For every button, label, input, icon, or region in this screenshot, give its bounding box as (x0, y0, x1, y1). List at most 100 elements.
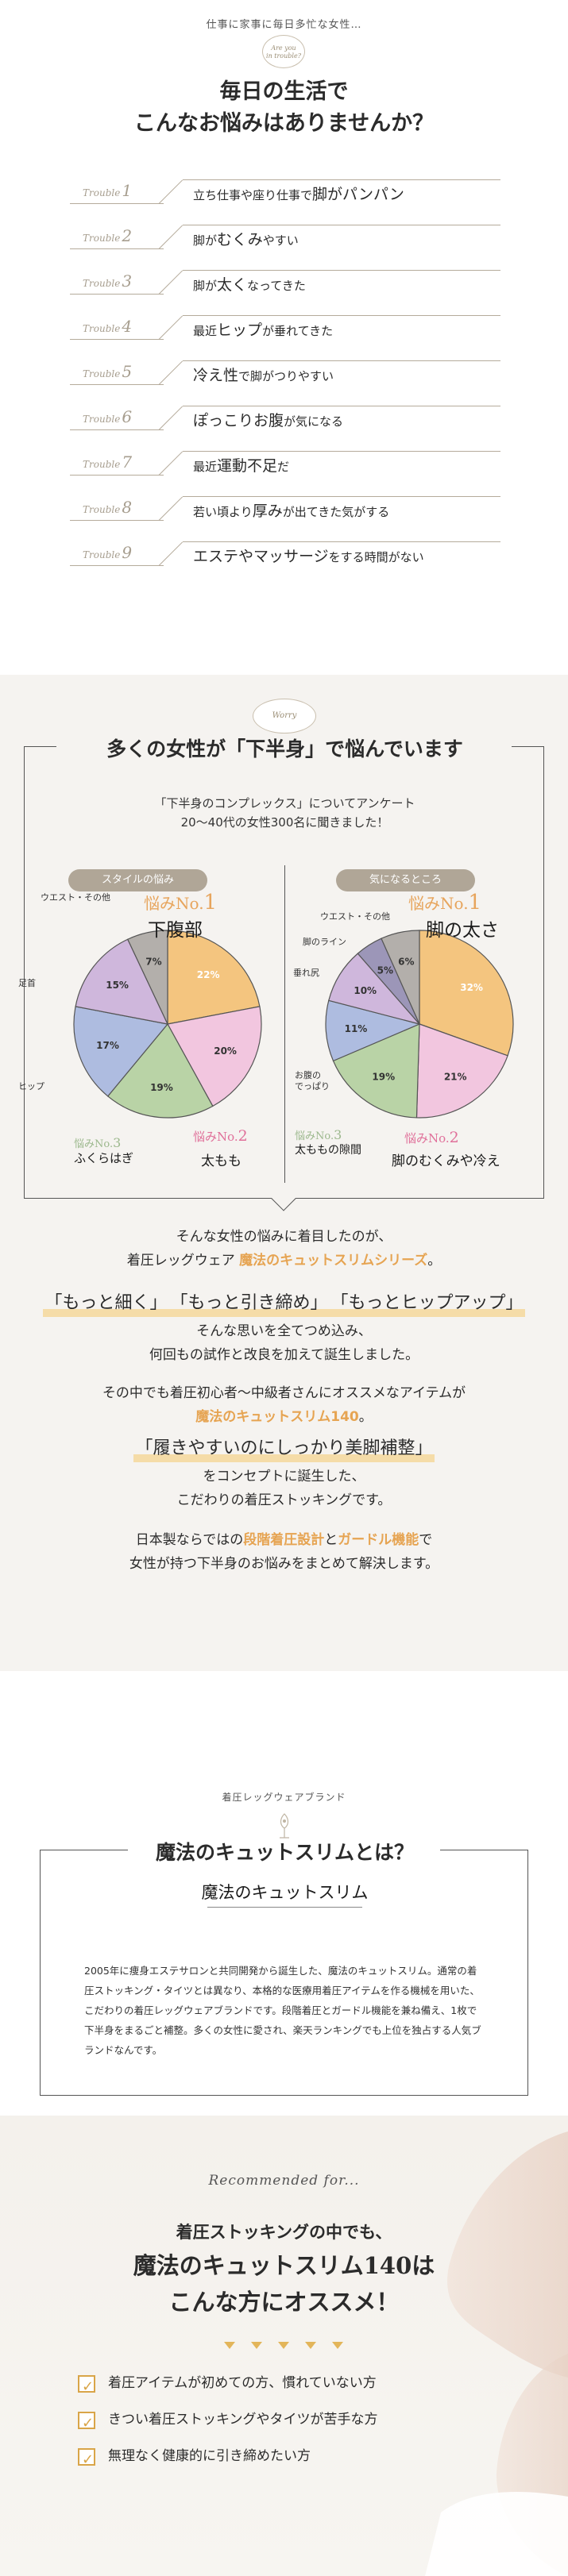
checkbox-icon: ✓ (78, 2412, 95, 2432)
trouble-text: ぽっこりお腹が気になる (193, 409, 343, 430)
trouble-topline (183, 451, 500, 452)
trouble-text: 最近ヒップが垂れてきた (193, 318, 333, 340)
lead-paragraph-3: その中でも着圧初心者～中級者さんにオススメなアイテムが 魔法のキュットスリム14… (0, 1381, 568, 1429)
recommend-arc-text: Recommended for... (208, 2173, 360, 2189)
trouble-underline (70, 203, 164, 204)
trouble-text-post: が出てきた気がする (282, 505, 390, 519)
feature-graduated-compression: 段階着圧設計 (243, 1532, 325, 1548)
brand-series-name: 魔法のキュットスリムシリーズ (239, 1253, 428, 1269)
trouble-divider-slash (158, 315, 184, 340)
concern-pie-value-label-0: 32% (460, 982, 483, 993)
product-name: 魔法のキュットスリム140 (195, 1409, 359, 1425)
trouble-text-emphasis: 冷え性 (193, 367, 239, 384)
left-outer-label-ankle: 足首 (18, 978, 36, 988)
lead-highlights: 「もっと細く」 「もっと引き締め」 「もっとヒップアップ」 (0, 1290, 568, 1317)
trouble-text-post: で脚がつりやすい (238, 369, 334, 383)
check-item: ✓ きつい着圧ストッキングやタイツが苦手な方 (78, 2408, 378, 2444)
lead-p4-line-1: をコンセプトに誕生した、 (203, 1469, 365, 1484)
concern-pie-value-label-1: 21% (444, 1071, 467, 1082)
trouble-list: Trouble 1 立ち仕事や座り仕事で脚がパンパン Trouble 2 脚がむくみ… (70, 167, 500, 574)
feature-girdle: ガードル機能 (338, 1532, 419, 1548)
trouble-divider-slash (158, 541, 184, 566)
trouble-label: Trouble 9 (70, 543, 157, 562)
lead-text: 。 (427, 1253, 442, 1269)
trouble-underline (70, 339, 164, 340)
trouble-text-emphasis: エステやマッサージ (193, 548, 329, 565)
trouble-text: 最近運動不足だ (193, 454, 289, 476)
lead-p2-line-1: そんな思いを全てつめ込み、 (196, 1323, 372, 1339)
left-outer-label-waist: ウエスト・その他 (41, 892, 110, 903)
trouble-label: Trouble 4 (70, 317, 157, 336)
rank-number: 2 (238, 1127, 248, 1145)
style-pie-value-label-5: 7% (145, 957, 161, 968)
trouble-item: Trouble 9 エステやマッサージをする時間がない (70, 529, 500, 574)
concern-pie-slice-1 (415, 1023, 508, 1119)
concern-pie-slice-6 (381, 930, 420, 1025)
trouble-divider-slash (158, 406, 184, 430)
trouble-item: Trouble 7 最近運動不足だ (70, 438, 500, 483)
box-notch (271, 1186, 296, 1211)
lead-paragraph-4: をコンセプトに誕生した、 こだわりの着圧ストッキングです。 (0, 1465, 568, 1512)
concern-pie-value-label-5: 5% (377, 965, 393, 976)
checkbox-icon: ✓ (78, 2375, 95, 2395)
trouble-text: 脚が太くなってきた (193, 273, 306, 295)
trouble-text-pre: 最近 (193, 460, 218, 474)
trouble-text-emphasis: 脚がパンパン (312, 186, 404, 203)
right-rank1-label: 脚の太さ (426, 920, 499, 941)
right-chart-pill: 気になるところ (336, 869, 475, 891)
survey-intro: 「下半身のコンプレックス」についてアンケート 20～40代の女性300名に聞きま… (25, 794, 545, 832)
trouble-divider-slash (158, 225, 184, 249)
trouble-label: Trouble 8 (70, 498, 157, 517)
brand-title: 魔法のキュットスリムとは？ (155, 1841, 414, 1864)
checkmark-icon: ✓ (82, 2378, 95, 2395)
trouble-arc-text: 仕事に家事に毎日多忙な女性… (206, 19, 362, 31)
survey-intro-line-2: 20～40代の女性300名に聞きました！ (180, 815, 389, 830)
trouble-divider-slash (158, 451, 184, 476)
lead-p2-line-2: 何回もの試作と改良を加えて誕生しました。 (149, 1347, 419, 1363)
style-pie-value-label-4: 15% (106, 980, 129, 991)
bubble-line-1: Are you (271, 44, 296, 52)
trouble-text-pre: 若い頃より (193, 505, 253, 519)
recommend-section: Recommended for... 着圧ストッキングの中でも、 魔法のキュット… (0, 2116, 568, 2576)
rank-number: 3 (334, 1127, 342, 1142)
highlight-tighter: 「もっと引き締め」 (168, 1290, 330, 1317)
lead-text: 日本製ならではの (135, 1532, 244, 1548)
trouble-title: 毎日の生活で こんなお悩みはありませんか？ (0, 76, 568, 140)
left-rank3-head: 悩みNo.3 (74, 1135, 121, 1150)
trouble-number: 2 (122, 226, 133, 245)
style-pie-value-label-0: 22% (197, 969, 220, 980)
right-rank2-head: 悩みNo.2 (404, 1129, 459, 1146)
right-rank3-head: 悩みNo.3 (295, 1127, 342, 1142)
right-rank3-label: 太ももの隙間 (295, 1144, 361, 1157)
style-pie-value-label-2: 19% (150, 1082, 173, 1093)
trouble-title-line-1: 毎日の生活で (219, 79, 349, 104)
trouble-underline (70, 475, 164, 476)
trouble-text-pre: 最近 (193, 324, 218, 338)
rank-word: 悩みNo. (295, 1130, 334, 1142)
brand-box: 魔法のキュットスリムとは？ 魔法のキュットスリム 2005年に痩身エステサロンと… (40, 1841, 528, 2096)
trouble-item: Trouble 4 最近ヒップが垂れてきた (70, 302, 500, 348)
trouble-text-pre: 立ち仕事や座り仕事で (193, 188, 313, 202)
trouble-label: Trouble 5 (70, 362, 157, 381)
recommend-title-line-2: 魔法のキュットスリム140は (133, 2252, 435, 2279)
trouble-title-line-2: こんなお悩みはありませんか？ (133, 111, 435, 136)
trouble-text-post: だ (277, 460, 290, 474)
right-rank2-label: 脚のむくみや冷え (392, 1153, 500, 1169)
box-top-line-right (512, 746, 543, 747)
trouble-text-emphasis: ぽっこりお腹 (193, 412, 284, 429)
trouble-text-pre: 脚が (193, 233, 218, 248)
right-rank1-head: 悩みNo.1 (408, 891, 481, 914)
trouble-topline (183, 315, 500, 316)
brand-arc-text: 着圧レッグウェアブランド (222, 1792, 346, 1803)
trouble-label-word: Trouble (83, 549, 121, 560)
trouble-divider-slash (158, 270, 184, 295)
trouble-text: エステやマッサージをする時間がない (193, 545, 424, 566)
lead-p5-line-1: 日本製ならではの段階着圧設計とガードル機能で (0, 1528, 568, 1552)
trouble-text-emphasis: 厚み (252, 502, 283, 520)
recommend-check-list: ✓ 着圧アイテムが初めての方、慣れていない方 ✓ きつい着圧ストッキングやタイツ… (78, 2371, 378, 2481)
trouble-number: 7 (122, 452, 133, 472)
check-item-label: 着圧アイテムが初めての方、慣れていない方 (108, 2375, 377, 2391)
rank-word: 悩みNo. (408, 894, 469, 913)
highlight-thinner: 「もっと細く」 (43, 1290, 169, 1317)
trouble-text-post: をする時間がない (328, 550, 424, 564)
